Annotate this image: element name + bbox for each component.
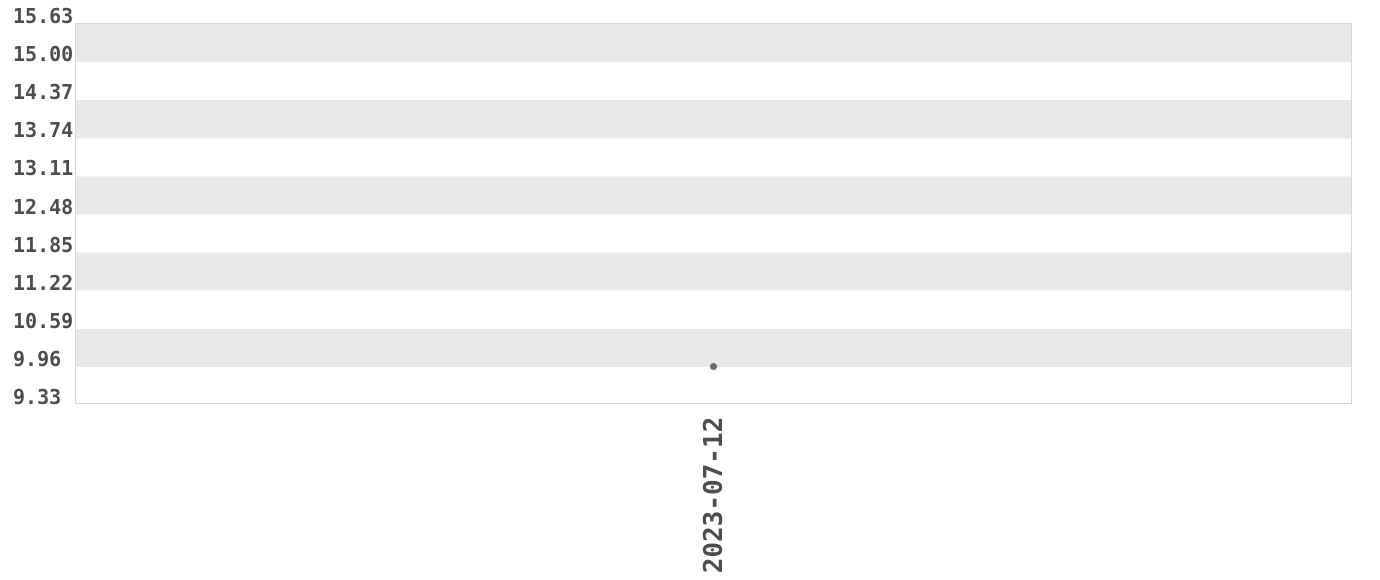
y-tick-label: 12.48 [13,194,74,219]
y-tick-label: 15.63 [13,4,74,28]
plot-area [75,23,1352,404]
y-tick-label: 11.85 [13,232,74,257]
x-tick-label: 2023-07-12 [698,416,729,574]
y-tick-label: 9.33 [13,385,62,409]
y-tick-label: 13.11 [13,156,74,181]
y-tick-label: 10.59 [13,308,74,333]
y-tick-label: 11.22 [13,270,74,295]
y-tick-label: 9.96 [13,346,62,371]
y-tick-label: 13.74 [13,118,74,143]
y-tick-label: 14.37 [13,80,74,105]
y-tick-label: 15.00 [13,42,74,67]
data-point-marker [710,363,717,370]
